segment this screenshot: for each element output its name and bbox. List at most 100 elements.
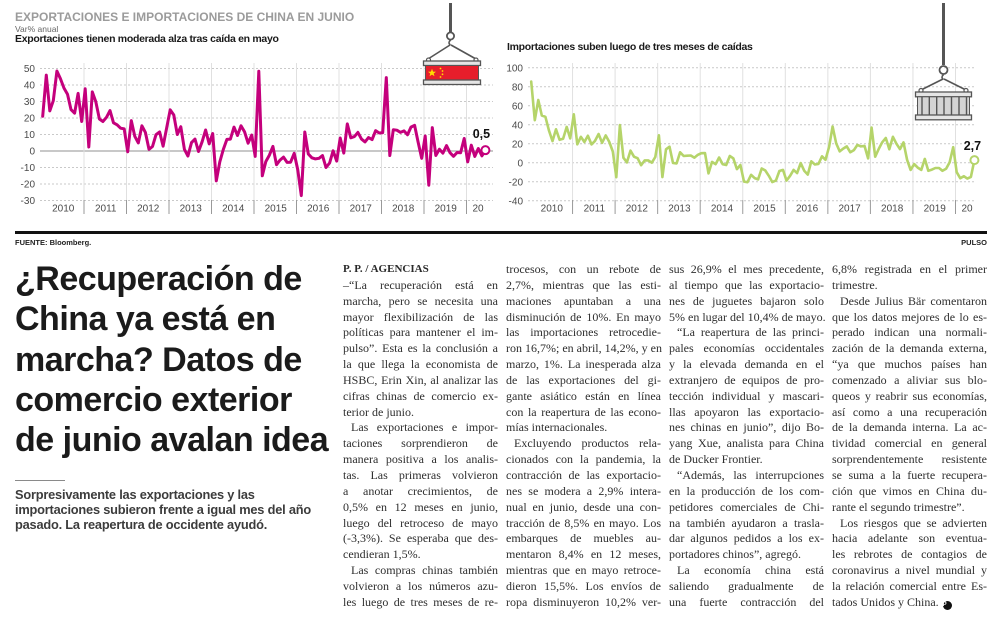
article-line: políticas para mantener el im-: [343, 325, 498, 341]
article-line-text: sorprendentemente resistente: [832, 452, 987, 467]
x-tick-label: 2013: [180, 204, 203, 215]
y-tick-label: 80: [512, 82, 524, 93]
article-line: ción que vimos en China du-: [832, 484, 987, 500]
article-line: saliendo gradualmente de: [669, 579, 824, 595]
subhead-line: importaciones subieron frente a igual me…: [15, 501, 311, 517]
article-line: sorprendentemente resistente: [832, 452, 987, 468]
article-line: zación de la demanda externa,: [832, 341, 987, 357]
article-line-text: al tiempo que las exportacio-: [669, 277, 824, 292]
article-line: y la elevada demanda en el: [669, 357, 824, 373]
y-tick-label: 40: [512, 120, 524, 131]
y-tick-label: 10: [24, 130, 36, 141]
article-line: marcha, pero se necesita una: [343, 294, 498, 310]
article-line-text: contracción de las exportacio-: [506, 467, 661, 482]
article-line-text: dieron 15,5%. Los envíos de: [506, 578, 661, 593]
article-line: 0,5% en 12 meses en junio,: [343, 500, 498, 516]
article-line: la relación comercial entre Es-: [832, 579, 987, 595]
article-line-text: cionados con la pandemia, la: [506, 452, 661, 467]
article-line-text: mentaron 8,4% en 12 meses,: [506, 547, 661, 562]
article-line: tividad comercial en general: [832, 436, 987, 452]
article-line: cendieran 1,5%.: [343, 547, 498, 563]
article-line: Los riesgos que se advierten: [832, 516, 987, 532]
article-line: ropa disminuyeron 10,2% ver-: [506, 595, 661, 611]
article-line-text: “Además, las interrupciones: [677, 467, 824, 482]
article-column-2: trocesos, con un rebote de 2,7%, mientras…: [506, 262, 662, 611]
article-line-text: tados Unidos y China.: [832, 594, 939, 609]
article-line: sus 26,9% el mes precedente,: [669, 262, 824, 278]
article-line: de Ducker Frontier.: [669, 452, 824, 468]
article-line-text: ción que vimos en China du-: [832, 483, 987, 498]
article-line-text: HSBC, Erin Xin, al analizar las: [343, 372, 498, 387]
article-line-text: en la producción de los com-: [669, 483, 824, 498]
article-line: Excluyendo productos rela-: [506, 436, 661, 452]
x-tick-label: 20: [961, 204, 973, 215]
article-line-text: taciones sorprendieron de: [343, 436, 498, 451]
article-line: 5% en lugar del 10,4% de mayo.: [669, 309, 826, 326]
imports-chart: 100 80 60 40 20 0 -20 -40 2010 2011 2012 2013 2014 20…: [506, 63, 981, 215]
article-line: pulso”. Esta es la conclusión a: [343, 341, 498, 357]
article-column-4: 6,8% registrada en el primer trimestre. De…: [832, 262, 987, 611]
article-line: mientras que en mayo retroce-: [506, 563, 661, 579]
article-line-text: “ya que muchos países han: [832, 357, 987, 372]
article-line: al tiempo que las exportacio-: [669, 278, 824, 294]
article-line-text: tas. Las primeras volvieron: [343, 467, 498, 482]
article-line: de la demanda interna. La ac-: [832, 420, 987, 436]
headline-line: China ya está en: [15, 300, 276, 339]
headline: ¿Recuperación de China ya está en marcha…: [15, 259, 329, 460]
article-line: yang Xue, analista para China: [669, 436, 824, 452]
article-line: marzo, 1%. La inesperada alza: [506, 357, 661, 373]
x-tick-label: 2011: [95, 204, 117, 215]
x-tick-label: 2016: [307, 204, 330, 215]
article-line-text: luego del retroceso de mayo: [343, 515, 498, 530]
x-tick-label: 20: [472, 204, 484, 215]
article-line: Las exportaciones e impor-: [343, 420, 498, 436]
y-tick-label: 60: [512, 101, 524, 112]
imports-series-line: [529, 80, 976, 184]
y-tick-label: -20: [21, 180, 36, 191]
article-line-text: 2,7%, mientras que las esti-: [506, 277, 661, 292]
article-line-text: les luego de tres meses de re-: [343, 594, 498, 609]
article-line-text: extranjero de equipos de pro-: [669, 372, 824, 387]
article-line: luego del retroceso de mayo: [343, 516, 498, 532]
article-line-text: con la reapertura de las econo-: [506, 404, 661, 419]
article-line: Desde Julius Bär comentaron: [832, 294, 987, 310]
x-tick-label: 2010: [52, 204, 75, 215]
section-divider: [15, 231, 987, 234]
article-line-text: Los riesgos que se advierten: [840, 515, 987, 530]
article-line: extranjero de equipos de pro-: [669, 373, 824, 389]
y-tick-label: -10: [21, 163, 36, 174]
article-line-text: que los datos mejores de lo es-: [832, 309, 987, 324]
article-line-text: nes se modera a 2,9% intera-: [506, 483, 661, 498]
subhead: Sorpresivamente las exportaciones y las …: [15, 487, 311, 532]
x-tick-label: 2019: [924, 204, 947, 215]
infographic-unit-label: Var% anual: [15, 24, 59, 34]
article-column-3: sus 26,9% el mes precedente, al tiempo qu…: [669, 262, 826, 611]
article-line-text: petidores comerciales de Chi-: [669, 499, 824, 514]
article-line: cionados con la pandemia, la: [506, 452, 661, 468]
article-line-text: tección individual y mascari-: [669, 388, 824, 403]
article-line-text: 5% en lugar del 10,4% de mayo.: [669, 309, 826, 324]
article-line: con la reapertura de las econo-: [506, 405, 661, 421]
article-line-text: volvieron a los números azu-: [343, 578, 498, 593]
article-line-text: na también ayudaron a trasla-: [669, 515, 824, 530]
article-line-text: nes chinas en junio”, dijo Bo-: [669, 420, 824, 435]
article-line: 6,8% registrada en el primer: [832, 262, 987, 278]
article-line: las importaciones retrocedie-: [506, 325, 661, 341]
article-line-text: cendieran 1,5%.: [343, 547, 421, 562]
headline-line: comercio exterior: [15, 380, 292, 419]
article-line-text: de Ducker Frontier.: [669, 452, 763, 467]
y-tick-label: -40: [509, 196, 524, 207]
source-credit: FUENTE: Bloomberg.: [15, 238, 92, 247]
x-tick-label: 2015: [753, 204, 776, 215]
article-line: nual en junio, desde una con-: [506, 500, 661, 516]
article-line: les luego de tres meses de re-: [343, 595, 498, 611]
article-line-text: terior de junio.: [343, 404, 414, 419]
article-line: tas. Las primeras volvieron: [343, 468, 498, 484]
article-line: pales economías occidentales: [669, 341, 824, 357]
article-line-text: comenzado a aliviar sus blo-: [832, 372, 987, 387]
article-column-1: P. P. / AGENCIAS –“La recuperación está …: [343, 262, 498, 611]
article-line-text: yang Xue, analista para China: [669, 436, 824, 451]
x-tick-label: 2012: [137, 204, 160, 215]
article-line: maciones apuntaban a una: [506, 294, 661, 310]
